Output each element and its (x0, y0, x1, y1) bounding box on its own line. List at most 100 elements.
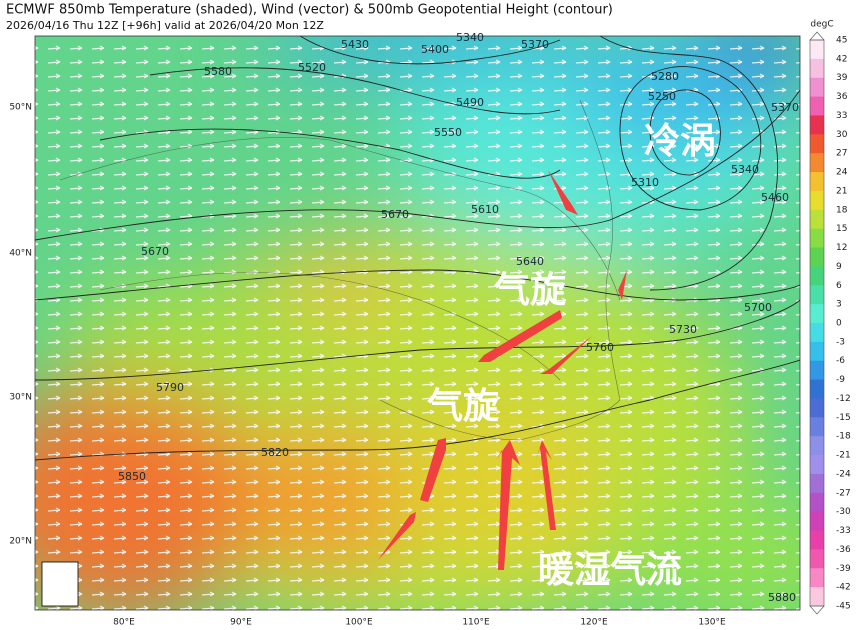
colorbar-swatch (810, 473, 824, 494)
colorbar-swatch (810, 549, 824, 569)
lon-label: 120°E (580, 618, 608, 628)
contour-label: 5850 (118, 470, 146, 483)
contour-label: 5490 (456, 96, 484, 109)
lon-label: 80°E (113, 618, 135, 628)
contour-label: 5250 (648, 90, 676, 103)
colorbar-swatch (810, 341, 824, 362)
colorbar-label: 45 (836, 36, 847, 46)
colorbar-swatch (810, 436, 824, 456)
contour-label: 5730 (669, 323, 697, 336)
colorbar-label: 33 (836, 111, 847, 121)
colorbar-end (809, 605, 825, 615)
title: ECMWF 850mb Temperature (shaded), Wind (… (6, 3, 613, 18)
colorbar-label: -15 (836, 413, 851, 423)
colorbar-label: -36 (836, 545, 851, 555)
subtitle: 2026/04/16 Thu 12Z [+96h] valid at 2026/… (6, 19, 324, 32)
contour-label: 5340 (456, 31, 484, 44)
lon-label: 100°E (345, 618, 373, 628)
colorbar-label: -12 (836, 394, 851, 404)
colorbar-label: 42 (836, 54, 847, 64)
colorbar-swatch (810, 304, 824, 324)
contour-label: 5640 (516, 255, 544, 268)
colorbar-swatch (810, 492, 824, 513)
annotation: 气旋 (494, 270, 566, 311)
colorbar-label: 6 (836, 281, 842, 291)
colorbar-swatch (810, 209, 824, 230)
colorbar-label: -33 (836, 526, 851, 536)
colorbar-unit: degC (810, 20, 833, 30)
colorbar-label: 0 (836, 319, 842, 329)
colorbar-label: -24 (836, 469, 851, 479)
colorbar-label: -45 (836, 602, 851, 612)
colorbar-end (809, 31, 825, 41)
contour-label: 5460 (761, 191, 789, 204)
colorbar-swatch (810, 40, 824, 60)
contour-label: 5790 (156, 381, 184, 394)
contour-label: 5670 (381, 208, 409, 221)
contour-label: 5310 (631, 176, 659, 189)
colorbar-label: -3 (836, 337, 845, 347)
colorbar-swatch (810, 511, 824, 532)
colorbar-swatch (810, 190, 824, 211)
lat-label: 50°N (9, 103, 32, 113)
lat-label: 20°N (9, 537, 32, 547)
contour-label: 5880 (768, 591, 796, 604)
red-arrows (378, 170, 627, 570)
annotation: 气旋 (427, 386, 499, 427)
colorbar-swatch (810, 247, 824, 267)
contour-label: 5280 (651, 70, 679, 83)
colorbar-swatch (810, 455, 824, 475)
colorbar-label: -42 (836, 583, 851, 593)
annotation: 暖湿气流 (538, 550, 682, 591)
colorbar-label: -6 (836, 356, 845, 366)
colorbar-swatch (810, 96, 824, 116)
colorbar-swatch (810, 77, 824, 98)
colorbar-swatch (810, 58, 824, 79)
colorbar-swatch (810, 153, 824, 173)
colorbar-label: -18 (836, 432, 851, 442)
contour-label: 5760 (586, 341, 614, 354)
contour-label: 5820 (261, 446, 289, 459)
colorbar-label: 18 (836, 205, 848, 215)
contour-label: 5370 (521, 38, 549, 51)
colorbar-label: 9 (836, 262, 842, 272)
colorbar-label: 27 (836, 149, 847, 159)
contours (35, 36, 800, 461)
colorbar-label: -21 (836, 451, 851, 461)
colorbar-label: -9 (836, 375, 845, 385)
colorbar-label: 15 (836, 224, 847, 234)
colorbar-swatch (810, 360, 824, 381)
colorbar-label: 21 (836, 186, 847, 196)
colorbar-swatch (810, 323, 824, 343)
contour-label: 5580 (204, 65, 232, 78)
lat-label: 40°N (9, 249, 32, 259)
colorbar-label: 24 (836, 168, 848, 178)
lon-label: 130°E (698, 618, 726, 628)
colorbar-frame (809, 39, 825, 607)
colorbar-swatch (810, 587, 824, 607)
colorbar-swatch (810, 417, 824, 437)
colorbar-swatch (810, 172, 824, 192)
contour-label: 5520 (298, 61, 326, 74)
contour-label: 5340 (731, 163, 759, 176)
colorbar-swatch (810, 228, 824, 249)
colorbar-swatch (810, 398, 824, 418)
colorbar-swatch (810, 530, 824, 550)
annotation: 冷涡 (644, 121, 716, 162)
contour-label: 5670 (141, 245, 169, 258)
contour-label: 5610 (471, 203, 499, 216)
labels: 5430 5400 5340 5370 5580 5520 5490 5550 5280 5250… (9, 20, 851, 628)
colorbar-label: -30 (836, 507, 851, 517)
lon-label: 90°E (230, 618, 252, 628)
colorbar-label: -27 (836, 488, 851, 498)
contour-label: 5550 (434, 126, 462, 139)
colorbar-label: 39 (836, 73, 848, 83)
colorbar-swatch (810, 266, 824, 286)
lat-label: 30°N (9, 393, 32, 403)
colorbar-label: 36 (836, 92, 848, 102)
contour-label: 5400 (421, 43, 449, 56)
colorbar-swatch (810, 568, 824, 588)
contour-label: 5370 (771, 101, 799, 114)
